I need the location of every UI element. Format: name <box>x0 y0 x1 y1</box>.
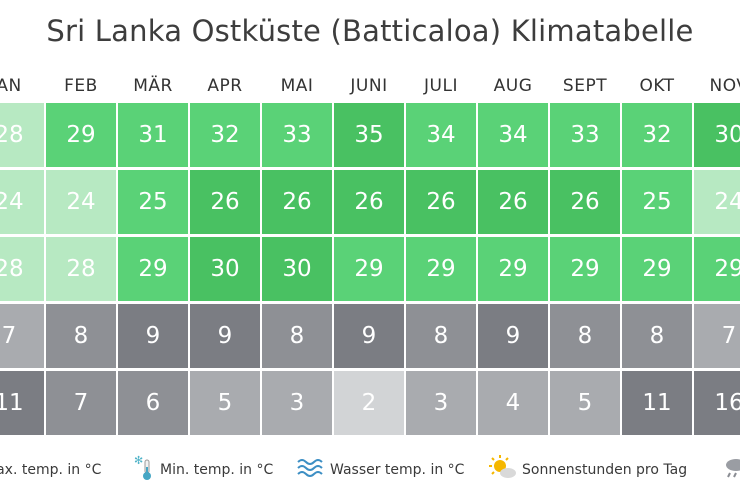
water-waves-icon <box>296 457 326 483</box>
legend-item-4: Sonnenstunden pro Tag <box>488 455 688 485</box>
min-temp-cell: 24 <box>46 170 116 234</box>
rain-days-cell: 4 <box>478 371 548 435</box>
sunshine-hours-cell: 8 <box>550 304 620 368</box>
max-temp-cell: 35 <box>334 103 404 167</box>
sunshine-hours-cell: 9 <box>478 304 548 368</box>
sunshine-hours-cell: 9 <box>334 304 404 368</box>
min-temp-cell: 26 <box>262 170 332 234</box>
rain-days-cell: 11 <box>0 371 44 435</box>
water-temp-cell: 29 <box>334 237 404 301</box>
sunshine-hours-cell: 8 <box>406 304 476 368</box>
water-temp-cell: 28 <box>0 237 44 301</box>
legend-item-5 <box>722 456 740 484</box>
max-temp-cell: 30 <box>694 103 740 167</box>
max-temp-cell: 29 <box>46 103 116 167</box>
max-temp-cell: 33 <box>550 103 620 167</box>
rain-days-cell: 5 <box>550 371 620 435</box>
min-temp-cell: 25 <box>622 170 692 234</box>
water-temp-cell: 29 <box>406 237 476 301</box>
min-temp-cell: 26 <box>190 170 260 234</box>
min-temp-cell: 24 <box>0 170 44 234</box>
rain-days-cell: 5 <box>190 371 260 435</box>
month-label-mai: MAI <box>280 76 314 96</box>
sunshine-hours-cell: 8 <box>46 304 116 368</box>
min-temp-cell: 26 <box>550 170 620 234</box>
month-label-juni: JUNI <box>350 76 388 96</box>
water-temp-cell: 29 <box>694 237 740 301</box>
month-label-juli: JULI <box>424 76 458 96</box>
legend-item-2: ✻ Min. temp. in °C <box>134 454 274 486</box>
rain-days-cell: 16 <box>694 371 740 435</box>
rain-cloud-icon <box>722 455 740 485</box>
legend: Max. temp. in °C ✻ Min. temp. in °C Wasser … <box>0 448 740 492</box>
water-temp-cell: 29 <box>550 237 620 301</box>
water-temp-cell: 28 <box>46 237 116 301</box>
max-temp-cell: 34 <box>478 103 548 167</box>
month-label-nov: NOV <box>709 76 740 96</box>
rain-days-cell: 11 <box>622 371 692 435</box>
snowflake-thermometer-icon: ✻ <box>134 454 156 486</box>
chart-title: Sri Lanka Ostküste (Batticaloa) Klimatab… <box>46 14 694 48</box>
sun-cloud-icon <box>488 455 518 485</box>
min-temp-cell: 25 <box>118 170 188 234</box>
min-temp-cell: 24 <box>694 170 740 234</box>
legend-item-3: Wasser temp. in °C <box>296 456 464 484</box>
climate-table-grid: 28 29 31 32 33 35 34 34 33 32 30 24 24 25 26 26 26 26 26 26… <box>0 103 740 440</box>
sunshine-hours-cell: 7 <box>0 304 44 368</box>
max-temp-cell: 32 <box>622 103 692 167</box>
max-temp-cell: 33 <box>262 103 332 167</box>
rain-days-cell: 6 <box>118 371 188 435</box>
water-temp-cell: 29 <box>478 237 548 301</box>
rain-days-cell: 3 <box>262 371 332 435</box>
max-temp-cell: 32 <box>190 103 260 167</box>
min-temp-cell: 26 <box>334 170 404 234</box>
month-label-okt: OKT <box>639 76 675 96</box>
legend-label: Max. temp. in °C <box>0 462 102 478</box>
min-temp-cell: 26 <box>406 170 476 234</box>
month-label-apr: APR <box>207 76 243 96</box>
month-label-feb: FEB <box>64 76 98 96</box>
month-label-an: AN <box>0 76 22 96</box>
water-temp-cell: 29 <box>118 237 188 301</box>
sunshine-hours-cell: 8 <box>622 304 692 368</box>
rain-days-cell: 2 <box>334 371 404 435</box>
rain-days-cell: 3 <box>406 371 476 435</box>
month-label-aug: AUG <box>493 76 533 96</box>
month-label-sept: SEPT <box>562 76 608 96</box>
sunshine-hours-cell: 8 <box>262 304 332 368</box>
legend-label: Sonnenstunden pro Tag <box>522 462 688 478</box>
month-header-row: AN FEB MÄR APR MAI JUNI JULI AUG SEPT OKT NOV <box>0 76 740 102</box>
month-label-mar: MÄR <box>133 76 173 96</box>
max-temp-cell: 31 <box>118 103 188 167</box>
max-temp-cell: 34 <box>406 103 476 167</box>
svg-text:✻: ✻ <box>134 454 143 467</box>
legend-item-1: Max. temp. in °C <box>0 456 101 484</box>
water-temp-cell: 29 <box>622 237 692 301</box>
legend-label: Min. temp. in °C <box>160 462 274 478</box>
min-temp-cell: 26 <box>478 170 548 234</box>
max-temp-cell: 28 <box>0 103 44 167</box>
sunshine-hours-cell: 9 <box>190 304 260 368</box>
water-temp-cell: 30 <box>190 237 260 301</box>
water-temp-cell: 30 <box>262 237 332 301</box>
sunshine-hours-cell: 9 <box>118 304 188 368</box>
rain-days-cell: 7 <box>46 371 116 435</box>
sunshine-hours-cell: 7 <box>694 304 740 368</box>
legend-label: Wasser temp. in °C <box>330 462 465 478</box>
